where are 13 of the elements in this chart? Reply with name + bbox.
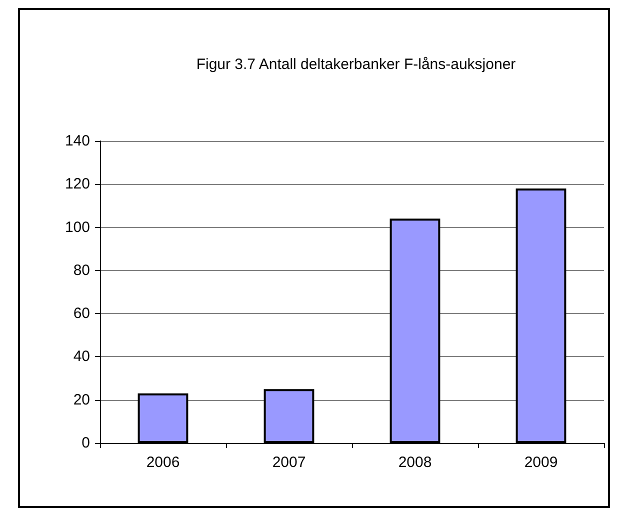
x-tick-label: 2008 — [398, 454, 432, 471]
y-tick-label: 140 — [64, 132, 90, 150]
y-tick-label: 80 — [73, 262, 90, 279]
y-tick-label: 20 — [73, 391, 90, 408]
y-tick-label: 100 — [64, 218, 90, 236]
y-tick-label: 120 — [64, 176, 90, 193]
chart-title: Figur 3.7 Antall deltakerbanker F-låns-auksjoner — [196, 56, 516, 73]
x-tick-label: 2007 — [272, 454, 306, 471]
x-tick-label: 2009 — [524, 454, 558, 471]
y-tick-label: 40 — [73, 348, 90, 366]
x-tick-label: 2006 — [146, 454, 180, 471]
y-tick-label: 0 — [82, 434, 90, 452]
y-tick-label: 60 — [73, 305, 90, 322]
